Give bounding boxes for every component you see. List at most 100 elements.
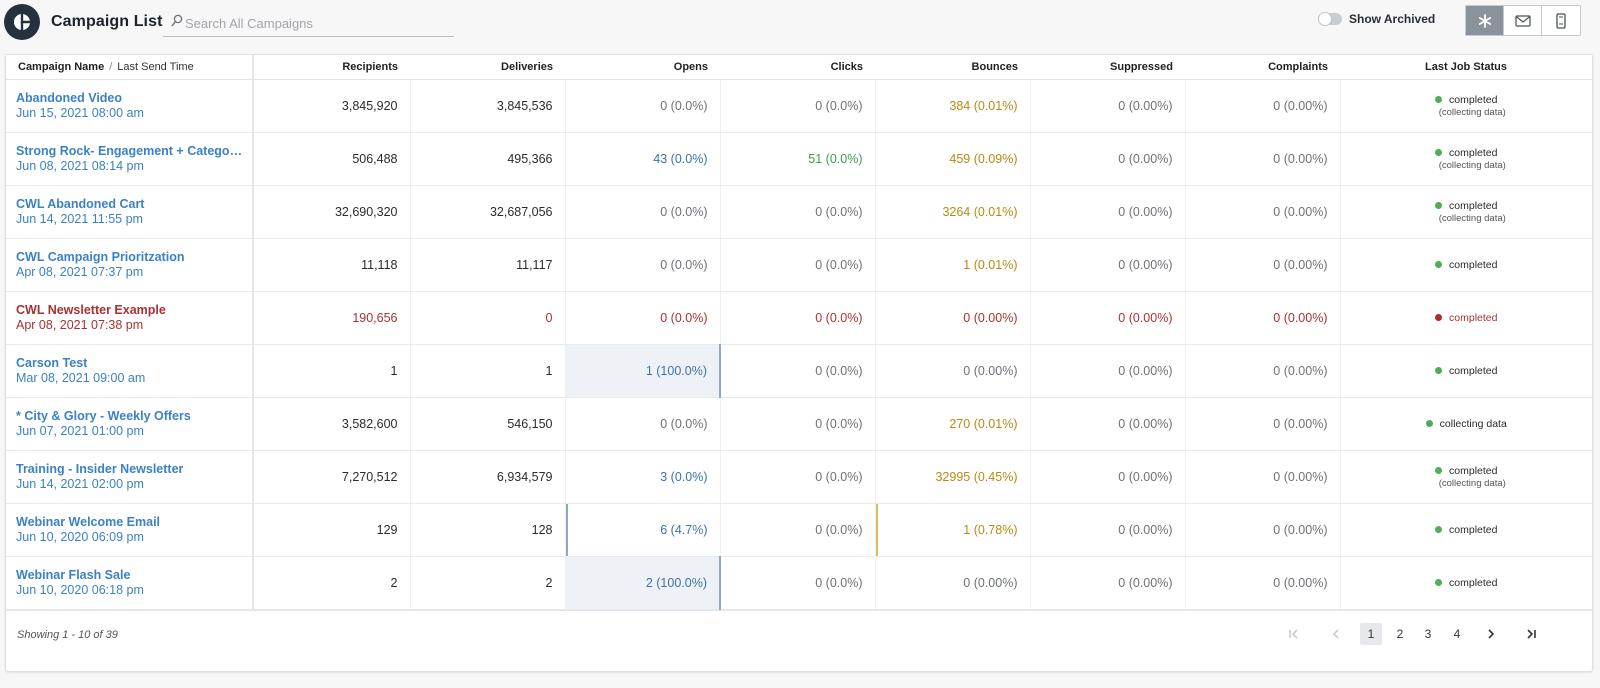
show-archived-toggle[interactable] bbox=[1318, 12, 1342, 26]
bounces-cell: 459 (0.09%) bbox=[874, 132, 1030, 186]
column-header-complaints[interactable]: Complaints bbox=[1185, 55, 1340, 80]
last-send-time: Jun 14, 2021 02:00 pm bbox=[16, 477, 144, 491]
view-switcher bbox=[1465, 5, 1581, 36]
bounces-cell: 32995 (0.45%) bbox=[874, 450, 1030, 504]
page-1-button[interactable]: 1 bbox=[1360, 623, 1382, 645]
table-row[interactable]: Carson Test Mar 08, 2021 09:00 am 1 1 1 (100… bbox=[6, 344, 1592, 398]
opens-cell: 6 (4.7%) bbox=[564, 503, 720, 557]
status-text: completed bbox=[1449, 364, 1498, 377]
suppressed-cell: 0 (0.00%) bbox=[1029, 344, 1185, 398]
status-subtext: (collecting data) bbox=[1438, 159, 1506, 171]
campaign-name-link[interactable]: * City & Glory - Weekly Offers bbox=[16, 409, 191, 423]
table-header-row: Campaign Name / Last Send Time Recipients … bbox=[6, 55, 1592, 80]
deliveries-cell: 1 bbox=[409, 344, 565, 398]
bounces-cell: 0 (0.00%) bbox=[874, 556, 1030, 610]
deliveries-cell: 2 bbox=[409, 556, 565, 610]
campaign-name-link[interactable]: Webinar Welcome Email bbox=[16, 515, 161, 529]
page-2-button[interactable]: 2 bbox=[1396, 627, 1404, 641]
status-cell: completed (collecting data) bbox=[1339, 132, 1593, 186]
complaints-cell: 0 (0.00%) bbox=[1184, 503, 1340, 557]
complaints-cell: 0 (0.00%) bbox=[1184, 397, 1340, 451]
table-row[interactable]: CWL Campaign Prioritzation Apr 08, 2021 0… bbox=[6, 238, 1592, 292]
all-channels-button[interactable] bbox=[1466, 6, 1504, 35]
column-header-recipients[interactable]: Recipients bbox=[253, 55, 410, 80]
status-cell: completed bbox=[1339, 503, 1592, 557]
table-row[interactable]: Abandoned Video Jun 15, 2021 08:00 am 3,84… bbox=[6, 79, 1592, 133]
recipients-cell: 2 bbox=[252, 556, 410, 610]
chevron-right-icon bbox=[1488, 629, 1495, 639]
search-box bbox=[163, 10, 454, 37]
next-page-button[interactable] bbox=[1481, 623, 1501, 645]
status-subtext: (collecting data) bbox=[1438, 212, 1506, 224]
deliveries-cell: 6,934,579 bbox=[409, 450, 565, 504]
suppressed-cell: 0 (0.00%) bbox=[1029, 185, 1185, 239]
campaign-name-cell: CWL Abandoned Cart Jun 14, 2021 11:55 pm bbox=[6, 185, 254, 239]
first-page-button[interactable] bbox=[1284, 623, 1304, 645]
opens-cell: 2 (100.0%) bbox=[564, 556, 721, 610]
campaign-name-link[interactable]: Carson Test bbox=[16, 356, 88, 370]
campaign-name-link[interactable]: CWL Abandoned Cart bbox=[16, 197, 145, 211]
table-row[interactable]: * City & Glory - Weekly Offers Jun 07, 20… bbox=[6, 397, 1592, 451]
last-send-time: Jun 10, 2020 06:09 pm bbox=[16, 530, 144, 544]
email-channel-button[interactable] bbox=[1504, 6, 1542, 35]
recipients-cell: 129 bbox=[252, 503, 410, 557]
table-row[interactable]: CWL Abandoned Cart Jun 14, 2021 11:55 pm 3… bbox=[6, 185, 1592, 239]
table-row[interactable]: Training - Insider Newsletter Jun 14, 202… bbox=[6, 450, 1592, 504]
campaign-name-cell: Strong Rock- Engagement + Category ... Ju… bbox=[6, 132, 254, 186]
campaign-name-link[interactable]: Strong Rock- Engagement + Category ... bbox=[16, 144, 246, 158]
last-send-time: Apr 08, 2021 07:37 pm bbox=[16, 265, 144, 279]
last-send-time: Jun 15, 2021 08:00 am bbox=[16, 106, 144, 120]
page-4-button[interactable]: 4 bbox=[1453, 627, 1461, 641]
table-row[interactable]: Webinar Flash Sale Jun 10, 2020 06:18 pm 2… bbox=[6, 556, 1592, 610]
search-input[interactable] bbox=[185, 13, 450, 33]
complaints-cell: 0 (0.00%) bbox=[1184, 238, 1340, 292]
table-row[interactable]: Webinar Welcome Email Jun 10, 2020 06:09 … bbox=[6, 503, 1592, 557]
status-cell: completed bbox=[1339, 291, 1593, 345]
column-header-deliveries[interactable]: Deliveries bbox=[410, 55, 565, 80]
opens-cell: 3 (0.0%) bbox=[564, 450, 720, 504]
column-header-clicks[interactable]: Clicks bbox=[720, 55, 875, 80]
bounces-cell: 3264 (0.01%) bbox=[874, 185, 1030, 239]
last-page-button[interactable] bbox=[1521, 623, 1541, 645]
campaign-name-link[interactable]: CWL Newsletter Example bbox=[16, 303, 166, 317]
column-header-bounces[interactable]: Bounces bbox=[875, 55, 1030, 80]
header-last-send-time[interactable]: Last Send Time bbox=[117, 60, 194, 73]
complaints-cell: 0 (0.00%) bbox=[1184, 556, 1340, 610]
campaign-name-cell: CWL Campaign Prioritzation Apr 08, 2021 0… bbox=[6, 238, 254, 292]
app-logo[interactable] bbox=[4, 4, 40, 40]
status-line: completed bbox=[1341, 147, 1593, 159]
header-campaign-name[interactable]: Campaign Name bbox=[18, 60, 105, 73]
page-3-button[interactable]: 3 bbox=[1424, 627, 1432, 641]
recipients-cell: 32,690,320 bbox=[252, 185, 410, 239]
status-dot-icon bbox=[1435, 467, 1443, 474]
mobile-icon bbox=[1556, 12, 1566, 29]
last-send-time: Jun 10, 2020 06:18 pm bbox=[16, 583, 144, 597]
bounces-cell: 0 (0.00%) bbox=[874, 344, 1030, 398]
campaign-name-link[interactable]: CWL Campaign Prioritzation bbox=[16, 250, 185, 264]
opens-cell: 43 (0.0%) bbox=[564, 132, 720, 186]
campaign-name-link[interactable]: Abandoned Video bbox=[16, 91, 123, 105]
clicks-cell: 0 (0.0%) bbox=[719, 503, 875, 557]
prev-page-button[interactable] bbox=[1326, 623, 1346, 645]
column-header-status[interactable]: Last Job Status bbox=[1340, 55, 1592, 80]
campaign-name-link[interactable]: Webinar Flash Sale bbox=[16, 568, 131, 582]
clicks-cell: 0 (0.0%) bbox=[719, 556, 875, 610]
recipients-cell: 3,582,600 bbox=[252, 397, 410, 451]
campaign-name-link[interactable]: Training - Insider Newsletter bbox=[16, 462, 184, 476]
suppressed-cell: 0 (0.00%) bbox=[1029, 79, 1185, 133]
status-dot-icon bbox=[1435, 261, 1443, 268]
status-dot-icon bbox=[1435, 579, 1443, 586]
column-header-suppressed[interactable]: Suppressed bbox=[1030, 55, 1185, 80]
table-row[interactable]: CWL Newsletter Example Apr 08, 2021 07:38… bbox=[6, 291, 1593, 345]
last-page-icon bbox=[1527, 629, 1536, 639]
clicks-cell: 0 (0.0%) bbox=[719, 238, 875, 292]
recipients-cell: 7,270,512 bbox=[252, 450, 410, 504]
bounces-cell: 1 (0.78%) bbox=[874, 503, 1030, 557]
column-header-name[interactable]: Campaign Name / Last Send Time bbox=[6, 55, 254, 80]
status-line: completed bbox=[1341, 312, 1593, 324]
logo-icon bbox=[14, 14, 30, 30]
mobile-channel-button[interactable] bbox=[1542, 6, 1580, 35]
column-header-opens[interactable]: Opens bbox=[565, 55, 720, 80]
table-row[interactable]: Strong Rock- Engagement + Category ... Ju… bbox=[6, 132, 1593, 186]
header-slash: / bbox=[109, 60, 113, 73]
